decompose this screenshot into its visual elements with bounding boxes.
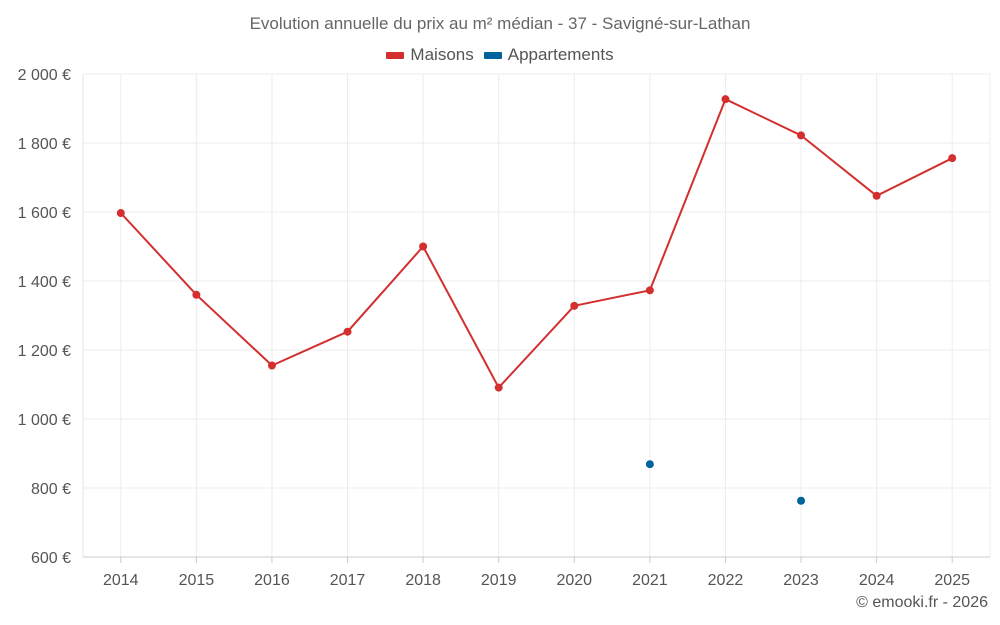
legend-item-appartements[interactable]: Appartements — [483, 45, 614, 65]
x-tick-label: 2018 — [405, 572, 441, 589]
y-tick-label: 1 200 € — [18, 343, 71, 360]
y-tick-label: 2 000 € — [18, 67, 71, 84]
legend-swatch-maisons — [386, 51, 405, 59]
y-tick-label: 1 000 € — [18, 412, 71, 429]
y-tick-label: 600 € — [31, 550, 71, 567]
data-point-maisons-2018 — [419, 242, 428, 251]
legend: Maisons Appartements — [0, 45, 1000, 65]
data-point-maisons-2015 — [192, 290, 201, 299]
data-point-maisons-2020 — [570, 301, 579, 310]
credit-text: © emooki.fr - 2026 — [856, 594, 988, 611]
x-tick-label: 2015 — [179, 572, 215, 589]
data-point-maisons-2023 — [797, 131, 806, 140]
x-tick-label: 2025 — [934, 572, 970, 589]
y-tick-label: 1 600 € — [18, 205, 71, 222]
x-tick-label: 2019 — [481, 572, 517, 589]
x-tick-label: 2016 — [254, 572, 290, 589]
x-tick-label: 2023 — [783, 572, 819, 589]
legend-swatch-appartements — [483, 51, 502, 59]
x-tick-label: 2022 — [708, 572, 744, 589]
data-point-appartements-2023 — [797, 496, 806, 505]
y-tick-label: 1 400 € — [18, 274, 71, 291]
x-tick-label: 2021 — [632, 572, 668, 589]
legend-item-maisons[interactable]: Maisons — [386, 45, 474, 65]
y-tick-label: 1 800 € — [18, 136, 71, 153]
x-tick-label: 2014 — [103, 572, 139, 589]
x-tick-label: 2020 — [556, 572, 592, 589]
data-point-maisons-2016 — [267, 361, 276, 370]
chart-title: Evolution annuelle du prix au m² médian … — [249, 14, 751, 33]
x-tick-label: 2024 — [859, 572, 895, 589]
data-point-maisons-2014 — [116, 209, 125, 218]
series-line-maisons — [120, 98, 953, 389]
data-point-maisons-2019 — [494, 383, 503, 392]
data-point-appartements-2021 — [645, 460, 654, 469]
legend-label-maisons: Maisons — [410, 45, 474, 64]
data-point-maisons-2022 — [721, 95, 730, 104]
y-tick-label: 800 € — [31, 481, 71, 498]
x-tick-label: 2017 — [330, 572, 366, 589]
data-point-maisons-2024 — [872, 191, 881, 200]
data-point-maisons-2025 — [948, 154, 957, 163]
data-point-maisons-2021 — [645, 286, 654, 295]
legend-label-appartements: Appartements — [507, 45, 614, 64]
data-point-maisons-2017 — [343, 327, 352, 336]
